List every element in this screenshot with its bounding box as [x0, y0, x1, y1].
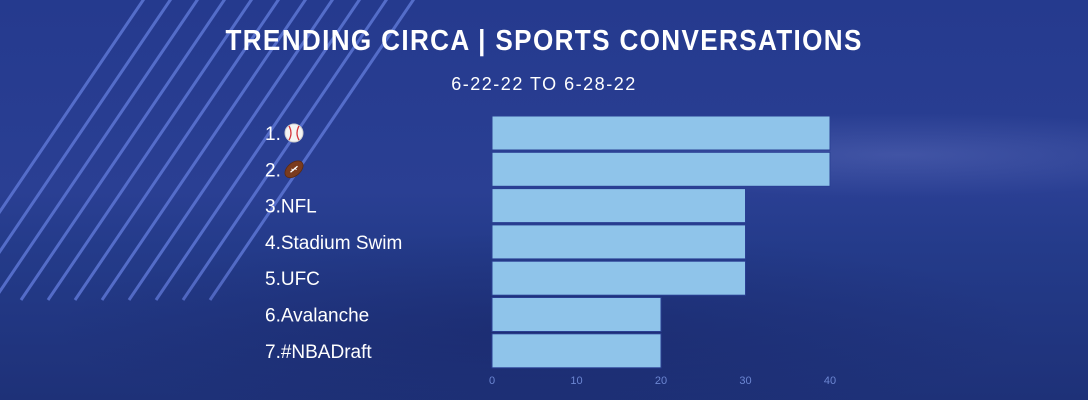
x-tick-label: 10	[570, 375, 582, 387]
decorative-stripe	[154, 0, 362, 301]
x-tick-label: 40	[824, 375, 836, 387]
bar	[491, 297, 662, 332]
chart-title: TRENDING CIRCA | SPORTS CONVERSATIONS	[225, 25, 863, 57]
bar	[491, 224, 746, 260]
decorative-stripe	[181, 0, 389, 301]
category-label: 5.UFC	[265, 269, 320, 290]
bar	[491, 260, 746, 296]
bar	[491, 333, 662, 369]
category-label: 1.	[265, 124, 281, 145]
decorative-stripe	[0, 0, 173, 254]
category-label: 4.Stadium Swim	[265, 233, 402, 254]
category-label: 7.#NBADraft	[265, 342, 372, 363]
bar	[491, 115, 831, 151]
football-icon	[284, 160, 304, 179]
category-label: 6.Avalanche	[265, 306, 369, 327]
decorative-stripe	[127, 0, 335, 301]
decorative-stripe	[0, 0, 146, 215]
decorative-stripe	[46, 0, 254, 301]
category-label: 3.NFL	[265, 197, 317, 218]
decorative-stripe	[19, 0, 227, 301]
decorative-stripe	[0, 0, 200, 294]
chart-subtitle: 6-22-22 TO 6-28-22	[451, 74, 637, 94]
decorative-stripe	[208, 0, 416, 301]
x-tick-label: 30	[739, 375, 751, 387]
decorative-stripe	[100, 0, 308, 301]
bar	[491, 188, 746, 224]
bar	[491, 151, 831, 187]
baseball-icon	[284, 123, 304, 143]
x-tick-label: 0	[489, 375, 495, 387]
x-tick-label: 20	[655, 375, 667, 387]
category-label: 2.	[265, 160, 281, 181]
decorative-stripe	[73, 0, 281, 301]
